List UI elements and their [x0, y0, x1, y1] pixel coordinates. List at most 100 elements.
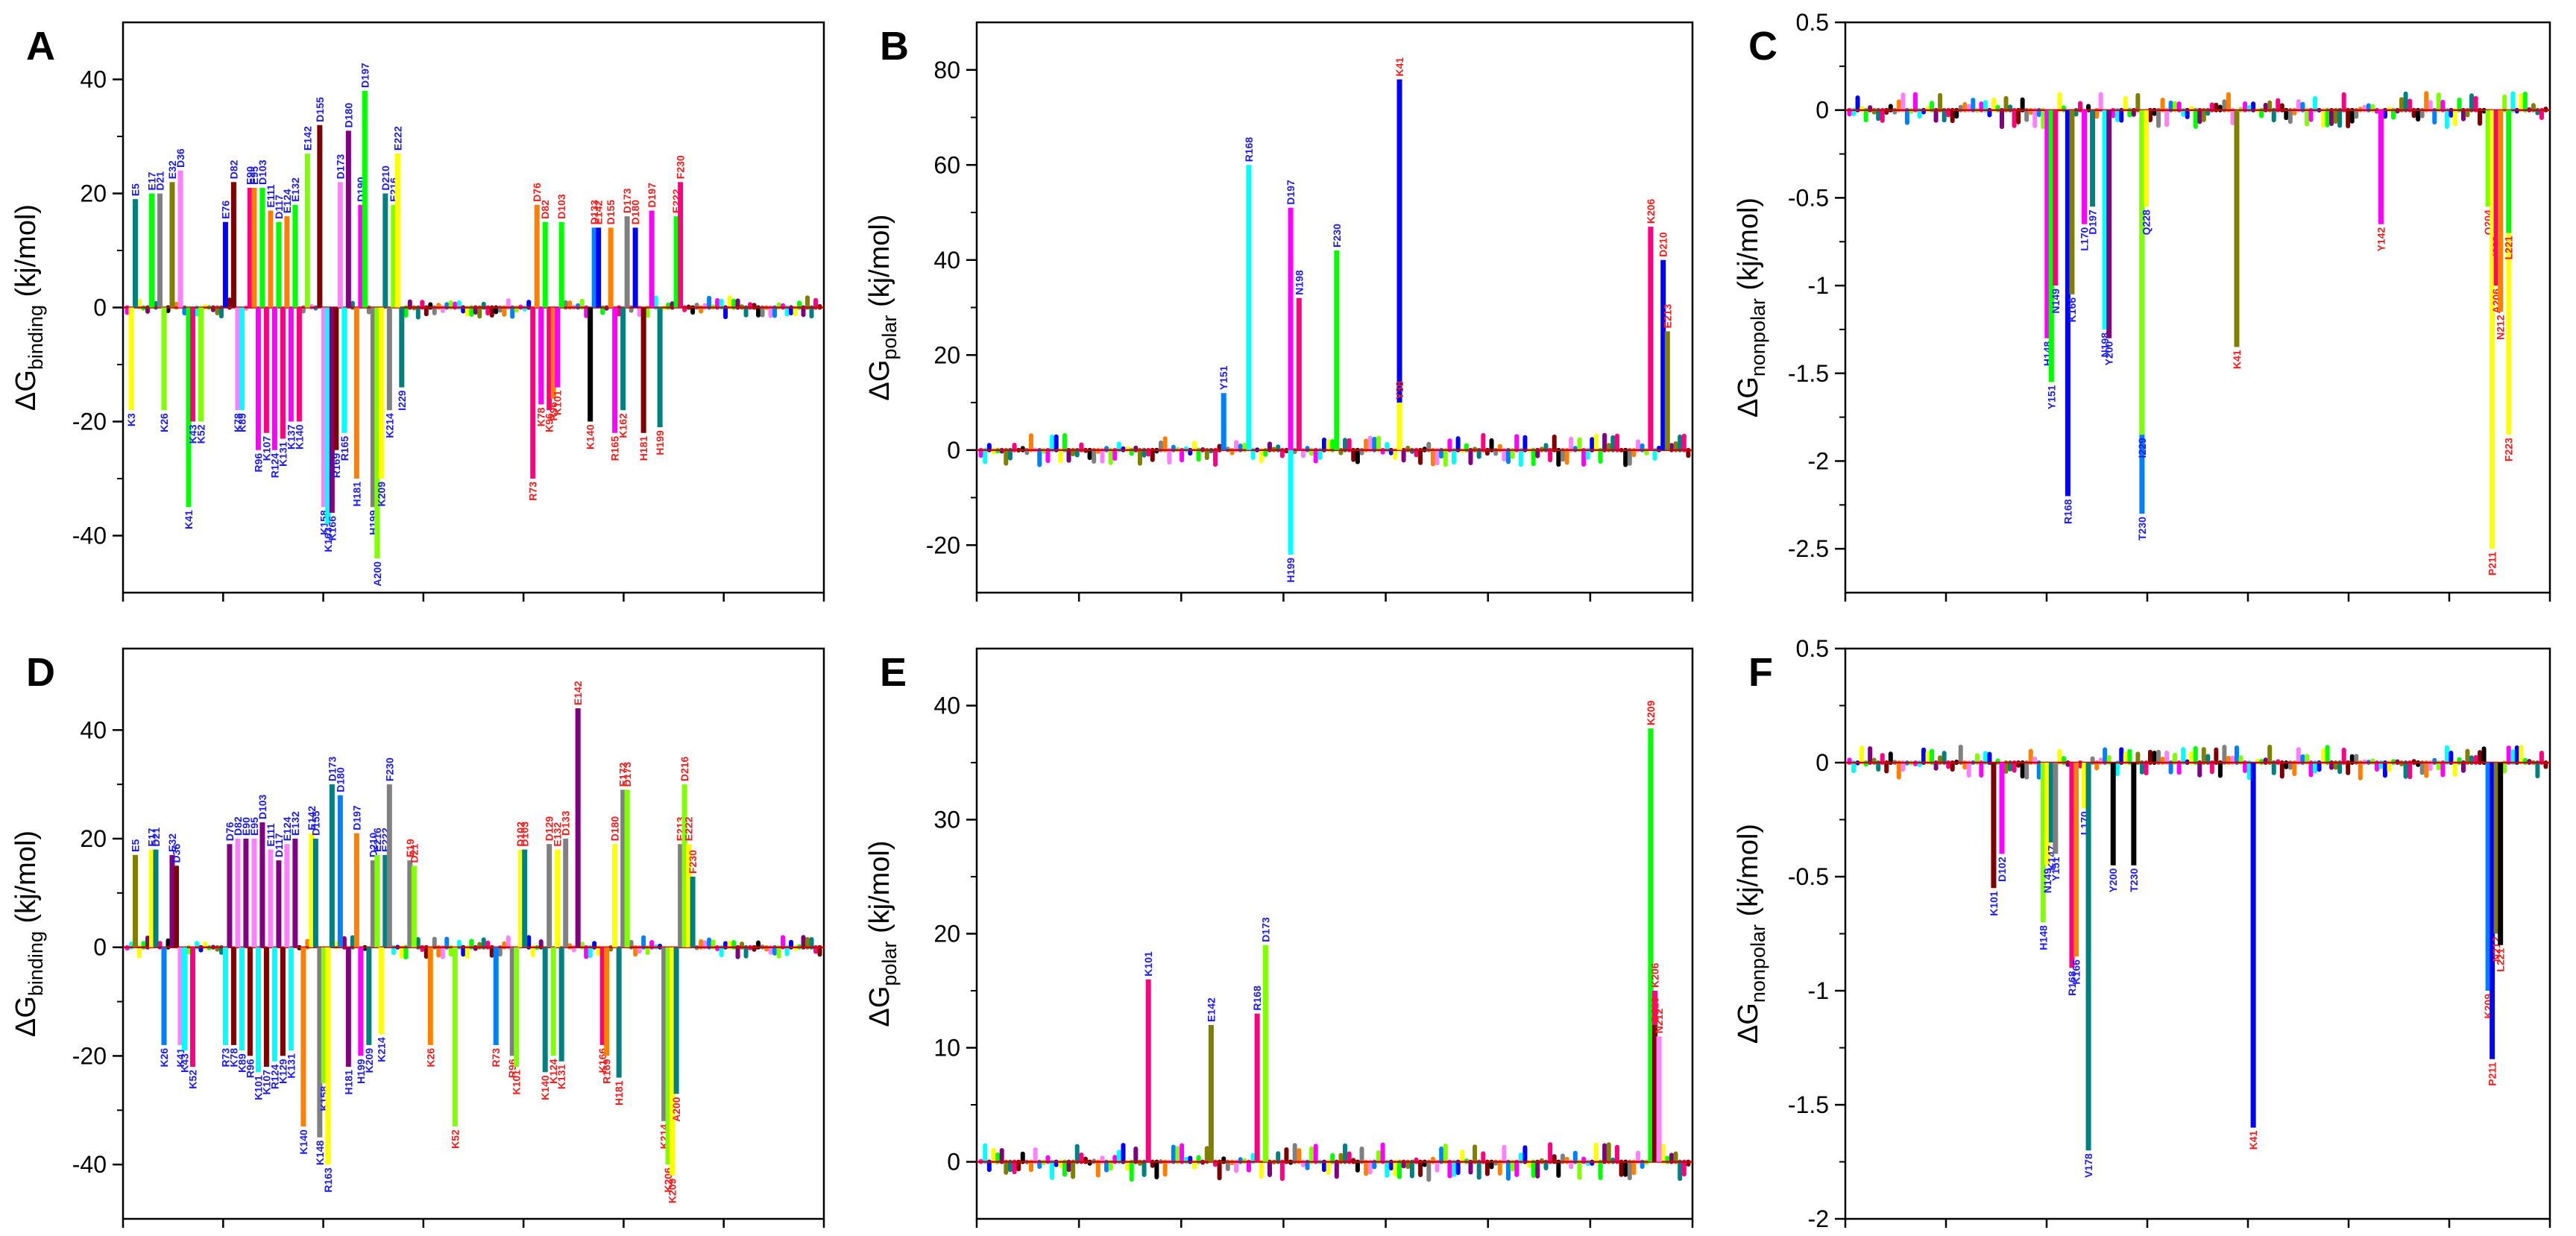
bar-label: K209 [667, 1179, 678, 1204]
bar-label: D76 [224, 822, 236, 841]
bar-label: D133 [588, 200, 600, 225]
bar-label: D155 [314, 97, 326, 122]
bar-label: E95 [248, 166, 260, 185]
bar-label: E216 [371, 827, 383, 852]
bar-label: D21 [154, 171, 166, 191]
panel-letter: B [880, 24, 909, 69]
bar-label: D21 [408, 844, 420, 863]
y-tick-label: -2.5 [1788, 535, 1829, 562]
bar-label: R163 [322, 1167, 334, 1193]
bar-label: E222 [391, 126, 403, 151]
y-tick-label: -20 [72, 1042, 107, 1069]
y-tick-label: 30 [933, 807, 960, 833]
bar-label: K41 [2231, 350, 2243, 369]
bar-label: H148 [2037, 925, 2049, 950]
bar-label: K78 [232, 413, 244, 432]
bar-label: N198 [2099, 332, 2111, 358]
plot-frame [122, 647, 825, 1220]
bar-label: D102 [1996, 857, 2008, 882]
bar-label: K206 [1648, 962, 1660, 988]
y-tick-label: 20 [933, 341, 960, 368]
bar-label: H199 [654, 430, 666, 455]
bar-label: K52 [195, 424, 207, 444]
y-tick-label: -2 [1808, 447, 1829, 474]
y-tick-label: 60 [933, 151, 960, 178]
bar-label: R96 [244, 1059, 256, 1078]
bar-label: F230 [383, 757, 395, 781]
bar-label: A200 [670, 1097, 682, 1122]
bar-label: E19 [404, 839, 416, 857]
bar-label: N198 [1293, 270, 1305, 295]
bar-label: K101 [1988, 891, 2000, 916]
bar-label: K166 [2070, 959, 2082, 985]
bar-label: H181 [637, 436, 649, 461]
bar-label: K26 [158, 413, 170, 432]
bar-label: E142 [572, 681, 584, 705]
bar-label: K163 [322, 527, 334, 552]
bar-label: Q228 [2140, 209, 2152, 235]
y-tick-label: 20 [80, 825, 107, 852]
y-tick-label: -1.5 [1788, 360, 1829, 387]
bar-label: K209 [363, 1048, 375, 1073]
panel-letter: A [26, 24, 55, 69]
bar-label: K131 [555, 1065, 567, 1090]
bar-label: F230 [687, 850, 699, 874]
bar-label: E142 [1205, 997, 1217, 1022]
bar-label: K107 [260, 436, 272, 461]
y-tick-label: 20 [933, 921, 960, 948]
bar-label: E95 [248, 817, 260, 836]
y-tick-label: 0 [93, 294, 107, 321]
bar-label: I229 [2136, 438, 2148, 458]
bar-label: E17 [145, 827, 157, 846]
bar-label: H181 [342, 1070, 354, 1095]
bar-label: K89 [236, 1053, 248, 1073]
plot-frame [1844, 21, 2551, 594]
bar-label: E172 [617, 763, 629, 787]
bar-label: K166 [2066, 297, 2078, 323]
y-tick-label: 0 [947, 437, 960, 464]
bar-label: E132 [289, 177, 301, 202]
bar-label: K26 [424, 1048, 436, 1068]
bar-label: K131 [277, 441, 289, 467]
panel-letter: E [880, 650, 907, 695]
bar-label: K214 [383, 413, 395, 438]
bar-label: K26 [158, 1048, 170, 1068]
bar-label: Y200 [2103, 341, 2115, 365]
bar-label: D180 [342, 103, 354, 128]
bar-label: D180 [609, 816, 621, 842]
y-tick-label: 40 [933, 693, 960, 719]
bar-label: D180 [629, 200, 641, 225]
bar-label: L221 [2495, 948, 2507, 972]
bar-label: D210 [1648, 997, 1660, 1022]
bar-label: D21 [150, 827, 162, 847]
bar-label: N149 [2050, 288, 2062, 314]
bar-label: K41 [174, 1048, 186, 1068]
y-tick-label: 20 [80, 180, 107, 207]
y-tick-label: -1.5 [1788, 1091, 1829, 1118]
bar-label: D103 [256, 794, 268, 819]
bar-label: D36 [174, 148, 186, 168]
bar-label: D82 [232, 816, 244, 836]
bar-label: R165 [609, 436, 621, 461]
bar-label: D117 [273, 195, 285, 219]
bar-label: T230 [2128, 868, 2140, 892]
bar-label: K214 [375, 1037, 387, 1062]
bar-label: D103 [256, 160, 268, 185]
bar-label: H199 [355, 1059, 367, 1084]
bar-label: K41 [1394, 57, 1405, 77]
bar-label: R73 [490, 1048, 502, 1068]
bar-label: K101 [511, 1070, 523, 1095]
y-axis-label: ΔGnonpolar (kj/mol) [1733, 198, 1769, 417]
bar-label: E111 [265, 184, 277, 207]
y-tick-label: -40 [72, 1151, 107, 1178]
y-tick-label: -20 [72, 409, 107, 435]
bar-label: K43 [178, 1053, 190, 1073]
bar-label: K140 [293, 424, 305, 450]
bar-label: D133 [560, 810, 572, 836]
bar-label: E5 [129, 183, 141, 196]
bar-label: N149 [2041, 868, 2053, 893]
bar-label: V178 [2082, 1153, 2094, 1178]
bar-label: D173 [621, 762, 633, 787]
bar-label: D197 [1285, 180, 1297, 205]
bar-label: Y151 [1218, 365, 1229, 390]
